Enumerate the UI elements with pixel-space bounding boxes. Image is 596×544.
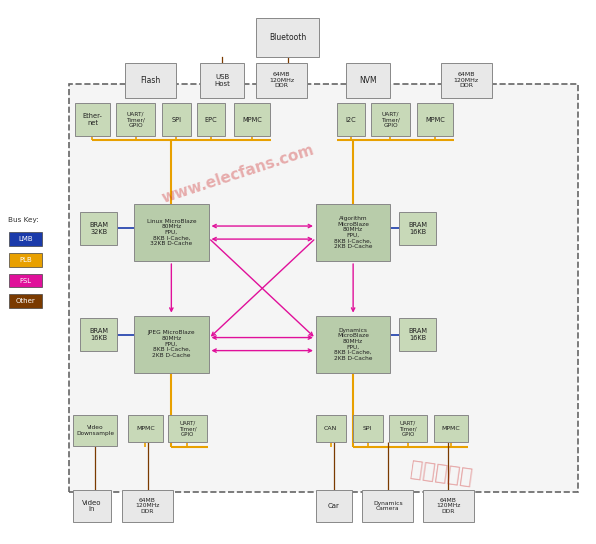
Text: Bluetooth: Bluetooth	[269, 33, 306, 42]
FancyBboxPatch shape	[122, 490, 173, 522]
Text: 64MB
120MHz
DDR: 64MB 120MHz DDR	[436, 498, 461, 514]
FancyBboxPatch shape	[423, 490, 474, 522]
Text: PLB: PLB	[19, 257, 32, 263]
Text: UART/
Timer/
GPIO: UART/ Timer/ GPIO	[179, 421, 196, 437]
FancyBboxPatch shape	[80, 318, 117, 351]
Text: EPC: EPC	[204, 116, 218, 123]
Text: 64MB
120MHz
DDR: 64MB 120MHz DDR	[135, 498, 160, 514]
Text: 64MB
120MHz
DDR: 64MB 120MHz DDR	[269, 72, 294, 88]
FancyBboxPatch shape	[125, 63, 176, 98]
FancyBboxPatch shape	[371, 103, 410, 136]
FancyBboxPatch shape	[80, 212, 117, 245]
Text: MPMC: MPMC	[425, 116, 445, 123]
Text: Dynamics
MicroBlaze
80MHz
FPU,
8KB I-Cache,
2KB D-Cache: Dynamics MicroBlaze 80MHz FPU, 8KB I-Cac…	[334, 327, 372, 361]
FancyBboxPatch shape	[200, 63, 244, 98]
FancyBboxPatch shape	[9, 232, 42, 246]
Text: JPEG MicroBlaze
80MHz
FPU,
8KB I-Cache,
2KB D-Cache: JPEG MicroBlaze 80MHz FPU, 8KB I-Cache, …	[148, 330, 195, 358]
Text: Flash: Flash	[141, 76, 160, 85]
Text: Dynamics
Camera: Dynamics Camera	[373, 500, 402, 511]
FancyBboxPatch shape	[316, 415, 346, 442]
FancyBboxPatch shape	[434, 415, 468, 442]
Text: FSL: FSL	[19, 277, 32, 284]
Text: NVM: NVM	[359, 76, 377, 85]
Text: Bus Key:: Bus Key:	[8, 217, 39, 224]
FancyBboxPatch shape	[362, 490, 413, 522]
FancyBboxPatch shape	[234, 103, 270, 136]
FancyBboxPatch shape	[74, 103, 110, 136]
Text: www.elecfans.com: www.elecfans.com	[160, 143, 316, 206]
FancyBboxPatch shape	[346, 63, 390, 98]
FancyBboxPatch shape	[197, 103, 225, 136]
FancyBboxPatch shape	[399, 318, 436, 351]
FancyBboxPatch shape	[441, 63, 492, 98]
FancyBboxPatch shape	[168, 415, 207, 442]
Text: CAN: CAN	[324, 426, 337, 431]
FancyBboxPatch shape	[116, 103, 155, 136]
Text: 64MB
120MHz
DDR: 64MB 120MHz DDR	[454, 72, 479, 88]
FancyBboxPatch shape	[399, 212, 436, 245]
Text: MPMC: MPMC	[242, 116, 262, 123]
Text: I2C: I2C	[346, 116, 356, 123]
Text: UART/
Timer/
GPIO: UART/ Timer/ GPIO	[126, 112, 145, 128]
Text: BRAM
16KB: BRAM 16KB	[408, 222, 427, 235]
Text: Video
Downsample: Video Downsample	[76, 425, 114, 436]
FancyBboxPatch shape	[256, 63, 307, 98]
Text: LMB: LMB	[18, 236, 33, 243]
Text: 电子发烧友: 电子发烧友	[409, 459, 473, 487]
FancyBboxPatch shape	[337, 103, 365, 136]
Text: SPI: SPI	[172, 116, 181, 123]
Text: UART/
Timer/
GPIO: UART/ Timer/ GPIO	[399, 421, 417, 437]
FancyBboxPatch shape	[73, 415, 117, 446]
FancyBboxPatch shape	[389, 415, 427, 442]
FancyBboxPatch shape	[256, 18, 319, 57]
FancyBboxPatch shape	[69, 84, 578, 492]
FancyBboxPatch shape	[9, 294, 42, 308]
Text: Algorithm
MicroBlaze
80MHz
FPU,
8KB I-Cache,
2KB D-Cache: Algorithm MicroBlaze 80MHz FPU, 8KB I-Ca…	[334, 216, 372, 249]
FancyBboxPatch shape	[128, 415, 163, 442]
FancyBboxPatch shape	[316, 490, 352, 522]
FancyBboxPatch shape	[134, 204, 209, 261]
FancyBboxPatch shape	[316, 316, 390, 373]
Text: UART/
Timer/
GPIO: UART/ Timer/ GPIO	[381, 112, 400, 128]
FancyBboxPatch shape	[162, 103, 191, 136]
Text: Ether-
net: Ether- net	[82, 113, 103, 126]
Text: MPMC: MPMC	[442, 426, 461, 431]
Text: Linux MicroBlaze
80MHz
FPU,
8KB I-Cache,
32KB D-Cache: Linux MicroBlaze 80MHz FPU, 8KB I-Cache,…	[147, 219, 196, 246]
FancyBboxPatch shape	[316, 204, 390, 261]
Text: Other: Other	[15, 298, 35, 305]
Text: BRAM
32KB: BRAM 32KB	[89, 222, 108, 235]
Text: MPMC: MPMC	[136, 426, 155, 431]
Text: BRAM
16KB: BRAM 16KB	[408, 328, 427, 341]
Text: USB
Host: USB Host	[214, 74, 230, 86]
Text: BRAM
16KB: BRAM 16KB	[89, 328, 108, 341]
FancyBboxPatch shape	[353, 415, 383, 442]
FancyBboxPatch shape	[9, 253, 42, 267]
Text: SPI: SPI	[363, 426, 372, 431]
FancyBboxPatch shape	[417, 103, 453, 136]
FancyBboxPatch shape	[9, 274, 42, 287]
FancyBboxPatch shape	[73, 490, 111, 522]
Text: Video
In: Video In	[82, 499, 102, 512]
FancyBboxPatch shape	[134, 316, 209, 373]
Text: Car: Car	[328, 503, 340, 509]
